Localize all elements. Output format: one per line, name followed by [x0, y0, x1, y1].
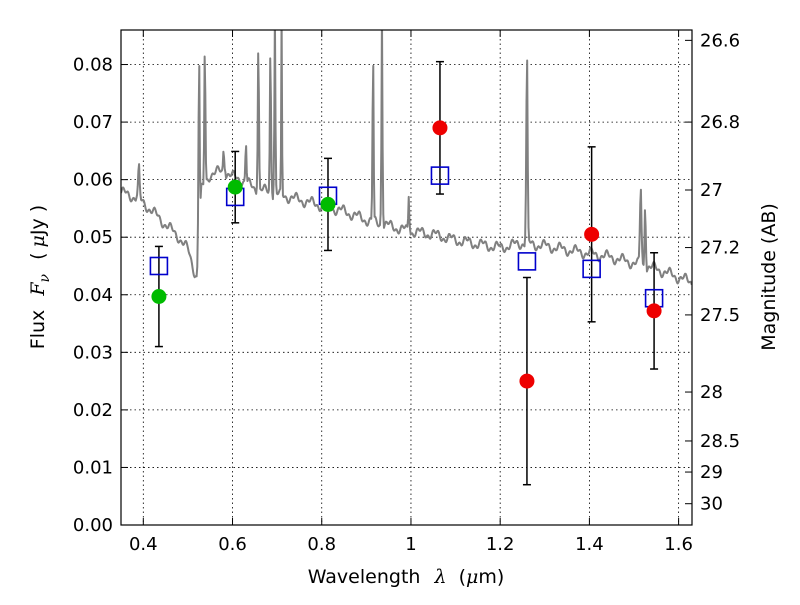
right-tick-label: 27.5: [700, 305, 740, 326]
green-data-point: [227, 179, 243, 195]
model-square: [582, 259, 601, 279]
y-ticks: 0.00 0.01 0.02 0.03 0.04 0.05 0.06 0.07 0.08: [73, 55, 128, 536]
red-data-point: [519, 373, 535, 389]
y-tick-label: 0.04: [73, 285, 113, 306]
y-tick-label: 0.07: [73, 112, 113, 133]
x-axis-symbol: λ: [433, 566, 446, 588]
x-tick-label: 0.6: [218, 534, 247, 555]
red-data-point: [432, 120, 448, 136]
x-ticks: 0.4 0.6 0.8 1 1.2 1.4 1.6: [129, 30, 693, 555]
red-data-point: [584, 226, 600, 242]
x-tick-label: 0.4: [129, 534, 158, 555]
right-tick-label: 27.2: [700, 238, 740, 259]
y-axis-unit-rest: Jy ): [27, 205, 49, 236]
right-tick-label: 27: [700, 180, 723, 201]
green-data-point: [320, 196, 336, 212]
x-axis-title: Wavelength λ (μm): [308, 566, 505, 588]
y-tick-label: 0.01: [73, 457, 113, 478]
x-axis-unit-mu: μ: [466, 566, 478, 588]
x-tick-label: 0.8: [307, 534, 336, 555]
y-tick-label: 0.00: [73, 515, 113, 536]
red-data-point: [646, 303, 662, 319]
y-tick-label: 0.02: [73, 400, 113, 421]
grid: [121, 30, 692, 526]
x-tick-label: 1.4: [575, 534, 604, 555]
y-tick-label: 0.03: [73, 342, 113, 363]
x-tick-label: 1.2: [486, 534, 515, 555]
x-axis-unit-open: (: [459, 566, 466, 588]
y-tick-label: 0.06: [73, 170, 113, 191]
right-ticks: 26.6 26.8 27 27.2 27.5 28 28.5 29 30: [685, 30, 740, 515]
spectrum-layer: [121, 30, 692, 286]
y-axis-subscript: ν: [37, 273, 53, 282]
model-square: [430, 166, 450, 185]
observed-points: [151, 120, 662, 389]
right-tick-label: 29: [700, 462, 723, 483]
right-tick-label: 28.5: [700, 431, 740, 452]
plot-frame: [120, 29, 693, 526]
right-tick-label: 26.6: [700, 30, 740, 51]
right-axis-title: Magnitude (AB): [758, 203, 780, 351]
x-axis-unit-rest: m): [478, 566, 504, 588]
right-tick-label: 30: [700, 494, 723, 515]
spectrum-line: [121, 30, 692, 286]
y-axis-symbol: F: [27, 282, 49, 297]
right-tick-label: 28: [700, 382, 723, 403]
y-axis-title-text: Flux: [27, 310, 49, 350]
y-tick-label: 0.08: [73, 55, 113, 76]
green-data-point: [151, 288, 167, 304]
y-tick-label: 0.05: [73, 227, 113, 248]
y-axis-title: Flux Fν ( μJy ): [27, 205, 54, 349]
model-square: [517, 252, 537, 271]
x-tick-label: 1: [405, 534, 416, 555]
x-tick-label: 1.6: [664, 534, 693, 555]
y-axis-unit-mu: μ: [27, 235, 49, 247]
right-tick-label: 26.8: [700, 112, 740, 133]
x-axis-title-text: Wavelength: [308, 566, 421, 588]
model-square: [149, 256, 169, 276]
y-axis-unit-open: (: [27, 252, 49, 259]
